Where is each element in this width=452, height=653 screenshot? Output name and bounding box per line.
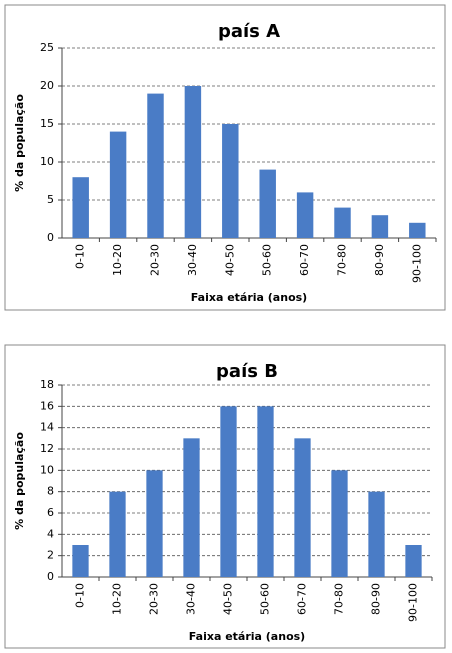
y-tick-label: 0 xyxy=(47,231,54,244)
x-tick-label: 50-60 xyxy=(259,583,272,615)
y-tick-label: 20 xyxy=(40,79,54,92)
bar xyxy=(183,438,200,577)
bar xyxy=(72,545,89,577)
y-tick-label: 2 xyxy=(47,549,54,562)
y-tick-label: 0 xyxy=(47,570,54,583)
y-tick-label: 15 xyxy=(40,117,54,130)
x-tick-label: 60-70 xyxy=(298,244,311,276)
x-tick-label: 0-10 xyxy=(74,583,87,608)
y-tick-label: 5 xyxy=(47,193,54,206)
bar xyxy=(184,86,202,238)
bar xyxy=(146,470,163,577)
bar xyxy=(368,491,385,577)
bar xyxy=(409,222,426,238)
bar xyxy=(294,438,311,577)
x-axis-title: Faixa etária (anos) xyxy=(189,630,305,643)
y-tick-label: 4 xyxy=(47,527,54,540)
y-axis-title: % da população xyxy=(13,94,26,192)
x-tick-label: 10-20 xyxy=(111,244,124,276)
bar xyxy=(296,192,314,238)
x-tick-label: 80-90 xyxy=(373,244,386,276)
x-tick-label: 90-100 xyxy=(407,583,420,622)
bar xyxy=(109,131,127,238)
y-tick-label: 14 xyxy=(40,421,54,434)
y-tick-label: 10 xyxy=(40,155,54,168)
y-tick-label: 25 xyxy=(40,41,54,54)
bar xyxy=(257,406,274,577)
y-tick-label: 12 xyxy=(40,442,54,455)
x-tick-label: 50-60 xyxy=(261,244,274,276)
x-tick-label: 20-30 xyxy=(149,244,162,276)
y-tick-label: 8 xyxy=(47,485,54,498)
bar xyxy=(259,169,276,238)
y-tick-label: 16 xyxy=(40,399,54,412)
bar xyxy=(109,491,126,577)
bar xyxy=(331,470,348,577)
x-tick-label: 60-70 xyxy=(296,583,309,615)
x-tick-label: 70-80 xyxy=(333,583,346,615)
x-tick-label: 0-10 xyxy=(74,244,87,269)
chart-title: país B xyxy=(216,361,278,382)
chart-title: país A xyxy=(218,21,280,42)
x-tick-label: 30-40 xyxy=(185,583,198,615)
x-tick-label: 90-100 xyxy=(410,244,423,283)
x-axis-title: Faixa etária (anos) xyxy=(191,291,307,304)
bar xyxy=(220,406,237,577)
y-axis-title: % da população xyxy=(13,432,26,530)
x-tick-label: 70-80 xyxy=(336,244,349,276)
bar xyxy=(334,207,351,238)
x-tick-label: 40-50 xyxy=(223,244,236,276)
bar xyxy=(405,545,422,577)
x-tick-label: 30-40 xyxy=(186,244,199,276)
x-tick-label: 10-20 xyxy=(111,583,124,615)
bar xyxy=(371,215,389,238)
bar xyxy=(222,124,239,238)
y-tick-label: 18 xyxy=(40,378,54,391)
x-tick-label: 80-90 xyxy=(370,583,383,615)
x-tick-label: 40-50 xyxy=(222,583,235,615)
bar xyxy=(147,93,164,238)
y-tick-label: 10 xyxy=(40,463,54,476)
x-tick-label: 20-30 xyxy=(148,583,161,615)
y-tick-label: 6 xyxy=(47,506,54,519)
bar xyxy=(72,177,89,238)
